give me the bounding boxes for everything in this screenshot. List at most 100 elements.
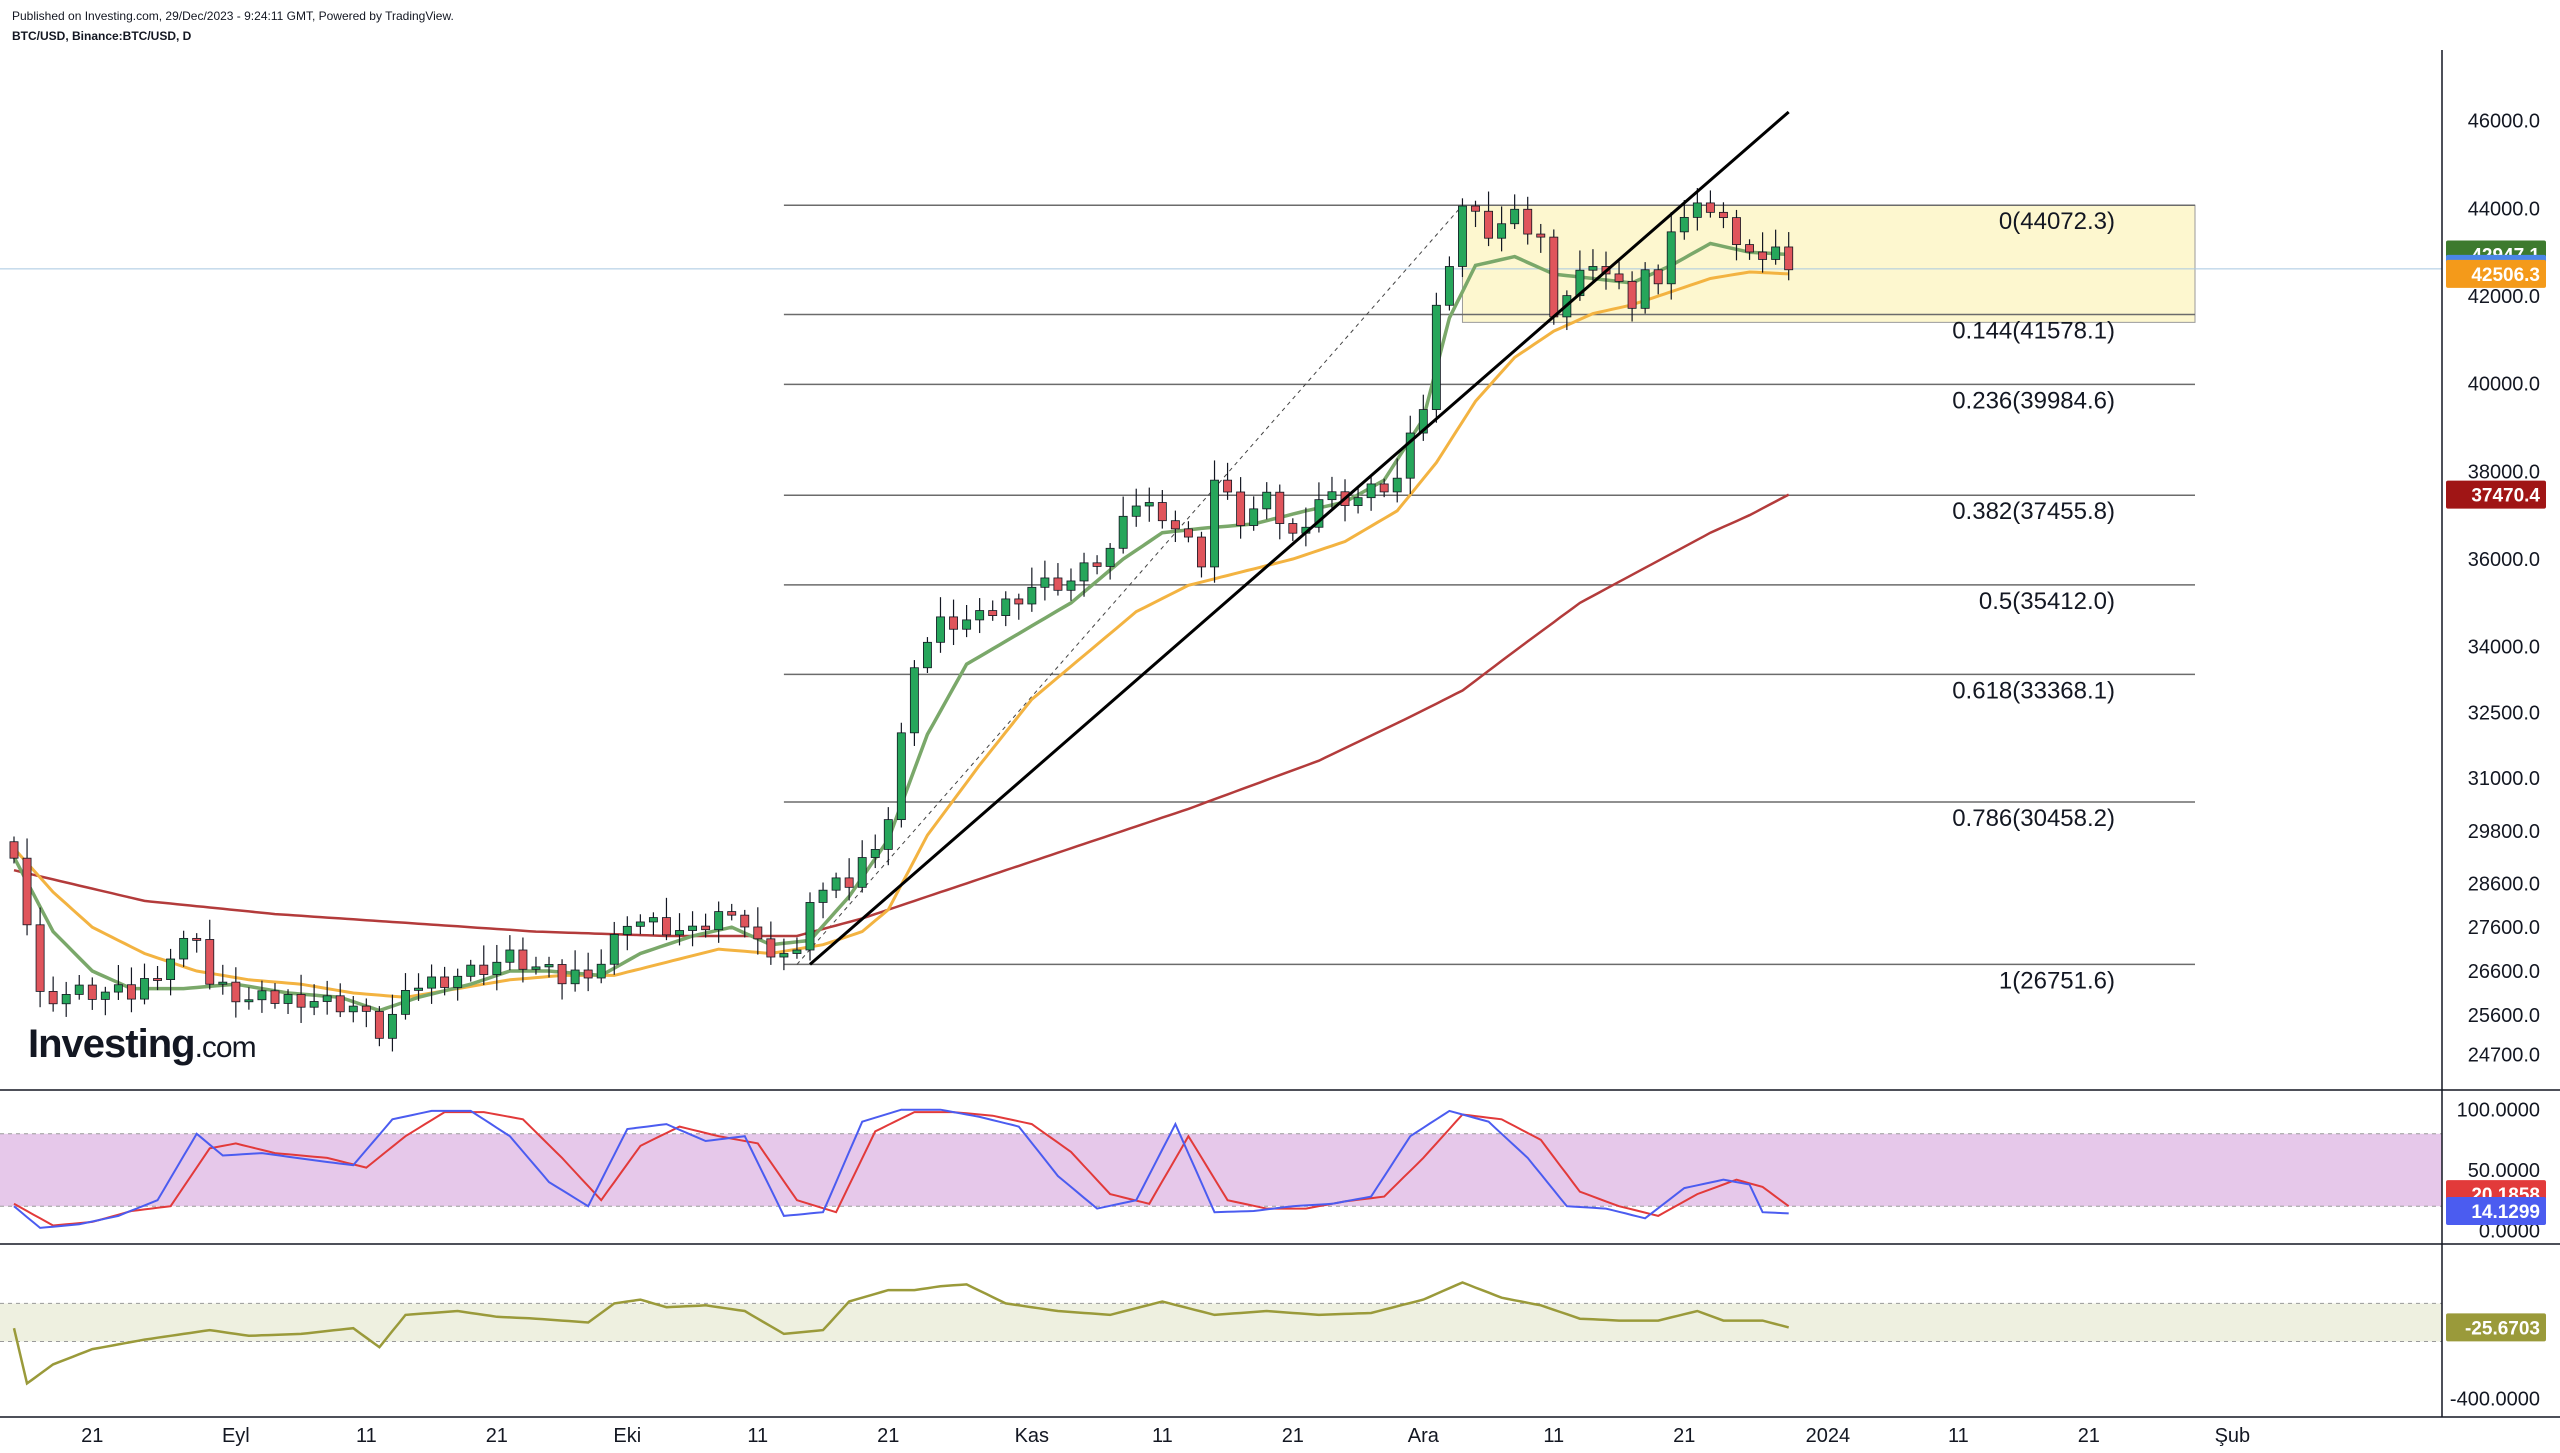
candle <box>1549 236 1559 318</box>
candle <box>113 984 123 993</box>
candle <box>218 981 228 985</box>
time-tick-label: 11 <box>1152 1425 1173 1447</box>
investing-logo: Investing.com <box>28 1022 257 1067</box>
candle <box>1536 233 1546 238</box>
candle <box>675 930 684 936</box>
candle <box>205 939 215 985</box>
time-axis[interactable]: 21 Eyl 11 21 Eki 11 21 Kas 11 21 Ara 11 21 2024 11 21 Şu… <box>81 1425 2250 1447</box>
candle <box>48 991 58 1005</box>
price-tick-label: 40000.0 <box>2468 374 2540 396</box>
candle <box>975 610 985 621</box>
stochastic-axis[interactable]: 100.0000 50.0000 0.0000 <box>2457 1100 2540 1243</box>
candle <box>583 969 593 979</box>
cci-axis[interactable]: -400.0000 <box>2450 1389 2540 1411</box>
candle <box>1210 479 1219 568</box>
candle <box>596 963 606 979</box>
price-badge-label: 42506.3 <box>2471 265 2540 286</box>
candle <box>479 964 489 975</box>
candle <box>1588 266 1598 271</box>
candle <box>870 849 880 858</box>
candle <box>1379 483 1389 493</box>
candle <box>544 964 554 968</box>
candle <box>648 917 658 923</box>
candle <box>335 995 345 1013</box>
candle <box>1732 217 1741 245</box>
price-pane[interactable]: 0(44072.3) 0.144(41578.1) 0.236(39984.6) 0.… <box>0 110 2442 1052</box>
logo-suffix: .com <box>194 1031 257 1064</box>
candle <box>1653 269 1663 285</box>
price-tick-label: 32500.0 <box>2468 702 2540 724</box>
candle <box>1718 211 1728 219</box>
stochastic-pane[interactable] <box>0 1108 2442 1229</box>
candle <box>1183 528 1193 538</box>
time-tick-label: Kas <box>1015 1425 1049 1447</box>
price-axis[interactable]: 46000.0 44000.0 42000.0 40000.0 38000.0 36000… <box>2468 111 2540 1067</box>
candle <box>818 889 828 903</box>
candle <box>701 925 711 931</box>
fib-label: 0.786(30458.2) <box>1952 805 2115 832</box>
candle <box>1627 280 1637 309</box>
candle <box>753 926 763 940</box>
cci-pane[interactable] <box>0 1281 2442 1386</box>
time-tick-label: 11 <box>747 1425 768 1447</box>
candle <box>805 902 815 951</box>
candle <box>1079 562 1089 582</box>
candle <box>1157 502 1167 522</box>
stochastic-tick-label: 0.0000 <box>2479 1220 2540 1242</box>
candle <box>35 924 45 992</box>
candle <box>505 949 515 963</box>
candle <box>1249 508 1259 526</box>
candle <box>166 958 176 980</box>
candle <box>1105 547 1115 567</box>
candle <box>74 984 84 995</box>
price-tick-label: 38000.0 <box>2468 461 2540 483</box>
candle <box>1327 491 1337 501</box>
candle <box>1197 536 1206 568</box>
candle <box>374 1010 384 1039</box>
candle <box>1510 208 1520 225</box>
candle <box>1614 273 1624 282</box>
candle <box>909 667 919 734</box>
candle <box>883 819 893 850</box>
candle <box>831 877 841 891</box>
time-tick-label: 21 <box>81 1425 103 1447</box>
candle <box>1705 202 1715 213</box>
price-tick-label: 31000.0 <box>2468 768 2540 790</box>
price-tick-label: 27600.0 <box>2468 917 2540 939</box>
fibonacci-diagonal <box>796 204 1463 965</box>
candle <box>322 995 332 1002</box>
price-tick-label: 26600.0 <box>2468 961 2540 983</box>
price-badge: 37470.4 <box>2446 480 2546 509</box>
candle <box>1118 515 1128 549</box>
candle <box>792 949 802 954</box>
stochastic-d-line <box>13 1111 1790 1227</box>
published-note: Published on Investing.com, 29/Dec/2023 … <box>12 9 454 23</box>
candle <box>1314 499 1324 528</box>
candle <box>779 953 789 958</box>
candle <box>1066 580 1076 591</box>
candle <box>844 877 854 888</box>
fibonacci-labels: 0(44072.3) 0.144(41578.1) 0.236(39984.6) 0.… <box>1952 208 2115 994</box>
candle <box>1497 223 1507 239</box>
time-tick-label: 21 <box>486 1425 508 1447</box>
candle <box>283 994 293 1004</box>
candle <box>1170 520 1180 530</box>
candle <box>140 978 149 1000</box>
time-tick-label: 21 <box>877 1425 899 1447</box>
candle <box>949 616 958 630</box>
candle <box>1444 266 1454 306</box>
candle <box>1784 246 1794 271</box>
price-badge-label: 14.1299 <box>2471 1202 2540 1223</box>
stochastic-k-line <box>13 1108 1789 1229</box>
time-tick-label: 2024 <box>1806 1425 1851 1447</box>
candle <box>1092 562 1102 567</box>
candle <box>348 1005 358 1013</box>
candle <box>179 937 189 960</box>
candle <box>962 619 972 630</box>
candle <box>466 964 476 977</box>
fib-label: 0.144(41578.1) <box>1952 318 2115 345</box>
pane-separators <box>0 50 2560 1418</box>
trendline[interactable] <box>809 110 1790 966</box>
candle <box>609 934 619 965</box>
